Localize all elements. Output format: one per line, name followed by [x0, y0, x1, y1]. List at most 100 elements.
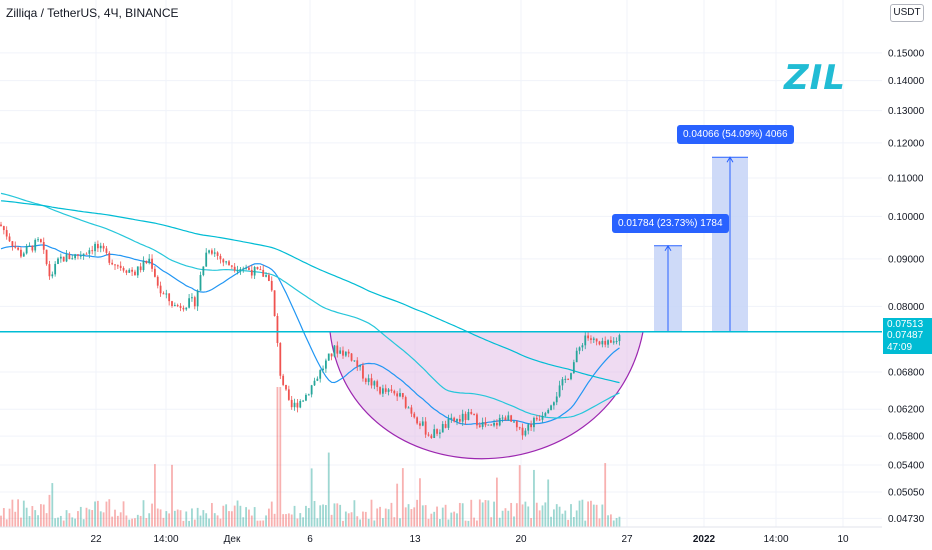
- candle-body: [131, 269, 133, 272]
- candle-body: [122, 267, 125, 271]
- candle-body: [347, 351, 350, 354]
- candle-body: [20, 249, 22, 257]
- volume-bar: [99, 511, 102, 527]
- price-tick-label: 0.12000: [888, 138, 925, 149]
- volume-bar: [262, 520, 265, 527]
- volume-bar: [151, 503, 153, 527]
- candle-body: [182, 307, 185, 310]
- volume-bar: [285, 514, 287, 527]
- candle-body: [413, 413, 416, 418]
- candle-body: [290, 399, 293, 408]
- volume-bar: [199, 515, 202, 527]
- volume-bar: [196, 507, 199, 527]
- volume-bar: [148, 513, 151, 527]
- candle-body: [48, 264, 51, 277]
- volume-bar: [22, 500, 25, 527]
- volume-bar: [25, 507, 28, 527]
- cup-pattern-shape[interactable]: [329, 331, 644, 460]
- candle-body: [99, 245, 102, 249]
- volume-bar: [193, 519, 196, 527]
- volume-bar: [359, 519, 361, 527]
- candle-body: [42, 242, 45, 250]
- volume-bar: [188, 520, 190, 527]
- candle-body: [598, 341, 601, 345]
- candle-body: [262, 269, 265, 277]
- last-price-label: 0.07487: [887, 330, 924, 342]
- candle-body: [25, 246, 28, 254]
- volume-bar: [456, 513, 458, 527]
- time-tick-label: 6: [307, 534, 313, 545]
- volume-bar: [561, 513, 564, 527]
- candle-body: [458, 419, 461, 422]
- volume-bar: [558, 506, 561, 527]
- volume-bar: [467, 520, 470, 527]
- volume-bar: [154, 464, 156, 527]
- candle-body: [253, 267, 256, 276]
- volume-bar: [299, 513, 302, 527]
- volume-bar: [268, 508, 270, 527]
- volume-bar: [478, 499, 481, 527]
- candle-body: [493, 422, 495, 426]
- candle-body: [91, 250, 94, 252]
- volume-bar: [590, 500, 592, 527]
- candle-body: [179, 305, 182, 308]
- volume-bar: [524, 501, 527, 527]
- candle-body: [270, 280, 273, 291]
- countdown-label: 47:09: [887, 342, 913, 354]
- symbol-title[interactable]: Zilliqa / TetherUS, 4Ч, BINANCE: [6, 6, 179, 20]
- volume-bar: [253, 507, 256, 527]
- time-tick-label: 2022: [693, 534, 716, 545]
- candle-body: [248, 267, 250, 270]
- candle-body: [191, 297, 193, 299]
- volume-bar: [421, 505, 424, 527]
- candle-body: [11, 241, 14, 247]
- time-tick-label: 10: [837, 534, 849, 545]
- target-callout-2[interactable]: 0.04066 (54.09%) 4066: [677, 125, 794, 145]
- volume-bar: [322, 504, 324, 527]
- ma-slow-line: [0, 200, 620, 384]
- currency-badge[interactable]: USDT: [890, 4, 924, 22]
- candle-body: [134, 271, 136, 276]
- price-axis[interactable]: 0.15000 0.14000 0.13000 0.12000 0.11000 0.100…: [882, 0, 932, 550]
- volume-bar: [162, 517, 165, 527]
- volume-bar: [578, 500, 581, 527]
- candle-body: [610, 340, 612, 343]
- candle-body: [128, 269, 131, 273]
- volume-bar: [399, 518, 401, 527]
- candle-body: [77, 254, 79, 256]
- candle-body: [219, 255, 222, 260]
- candle-body: [31, 245, 34, 251]
- volume-bar: [336, 503, 339, 527]
- candle-body: [5, 230, 8, 237]
- volume-bar: [444, 504, 447, 527]
- target-callout-1[interactable]: 0.01784 (23.73%) 1784: [612, 213, 729, 233]
- candle-body: [125, 270, 128, 273]
- moving-averages: [0, 192, 620, 426]
- candle-body: [108, 252, 111, 263]
- time-axis[interactable]: 22 14:00 Дек 6 13 20 27 2022 14:00 10: [0, 526, 882, 545]
- candle-body: [487, 424, 490, 426]
- volume-bar: [57, 517, 59, 527]
- target-projections[interactable]: [654, 156, 748, 332]
- candle-body: [401, 393, 404, 398]
- volume-bar: [48, 494, 51, 527]
- candle-body: [498, 417, 501, 426]
- candle-body: [550, 405, 552, 410]
- candle-body: [592, 338, 595, 340]
- candle-body: [293, 402, 296, 408]
- volume-bar: [515, 503, 518, 527]
- volume-bar: [37, 515, 39, 527]
- candle-body: [79, 255, 82, 257]
- candle-body: [307, 394, 310, 396]
- candle-body: [544, 413, 547, 416]
- candle-body: [333, 345, 336, 357]
- ticker-annotation: ZIL: [784, 58, 846, 98]
- candle-body: [513, 421, 515, 423]
- candle-body: [424, 421, 427, 435]
- volume-bar: [216, 515, 219, 527]
- volume-bar: [316, 518, 319, 527]
- volume-bar: [427, 518, 430, 527]
- candle-body: [171, 301, 173, 306]
- candle-body: [530, 424, 532, 428]
